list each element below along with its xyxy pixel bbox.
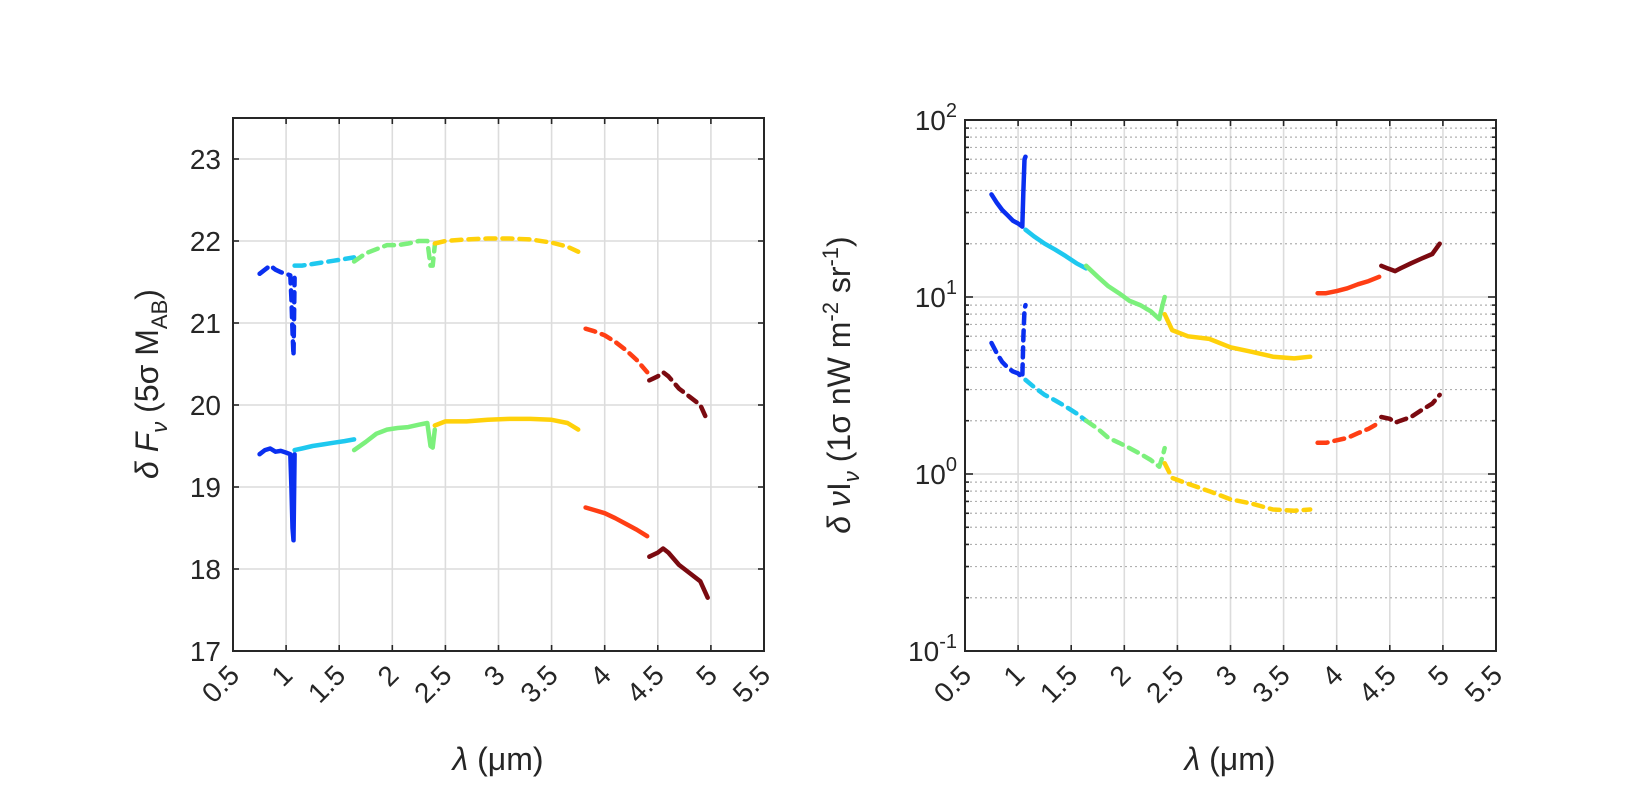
x-tick-label: 4: [1316, 659, 1349, 692]
x-tick-label: 1: [997, 659, 1030, 692]
left-x-tick-labels: 0.5 1 1.5 2 2.5 3 3.5 4 4.5 5 5.5: [196, 659, 776, 708]
left-x-axis-label-symbol: λ: [450, 741, 468, 777]
right-series-band3-dashed: [1083, 418, 1167, 469]
right-series-band2-solid: [1023, 227, 1089, 271]
y-tick-label: 101: [915, 277, 957, 313]
x-tick-label: 4.5: [621, 659, 670, 708]
left-y-label-part: ): [129, 289, 165, 300]
left-y-tick-labels: 17 18 19 20 21 22 23: [190, 144, 221, 667]
y-tick-label-base: 10: [915, 282, 946, 313]
y-tick-label: 100: [915, 454, 957, 490]
right-series-band2-dashed: [1023, 377, 1089, 423]
left-series-band6-dashed: [647, 369, 710, 424]
y-tick-label-exponent: 1: [946, 277, 957, 299]
left-series-band5-dashed: [583, 326, 650, 375]
right-x-axis-label-symbol: λ: [1182, 741, 1200, 777]
left-y-label-part: (5σ M: [129, 329, 165, 422]
right-y-label-sup: -1: [818, 247, 843, 267]
left-series-band2-dashed: [292, 255, 357, 268]
x-tick-label: 1.5: [302, 659, 351, 708]
left-series-band4-solid: [432, 416, 581, 432]
right-series-band5-solid: [1315, 274, 1382, 296]
left-y-label-sub: AB: [147, 300, 172, 329]
x-tick-label: 5: [690, 659, 723, 692]
x-tick-label: 3.5: [514, 659, 563, 708]
x-tick-label: 2.5: [408, 659, 457, 708]
left-series-band2-solid: [292, 437, 357, 453]
x-tick-label: 5: [1422, 659, 1455, 692]
y-tick-label: 23: [190, 144, 221, 175]
y-tick-label: 10-1: [908, 631, 957, 667]
right-x-tick-labels: 0.5 1 1.5 2 2.5 3 3.5 4 4.5 5 5.5: [928, 659, 1508, 708]
right-series-band3-solid: [1083, 263, 1167, 322]
y-tick-label-base: 10: [915, 459, 946, 490]
x-tick-label: 4: [584, 659, 617, 692]
left-y-label-sub: ν: [147, 422, 172, 433]
x-tick-label: 1.5: [1034, 659, 1083, 708]
right-series-band1-solid: [989, 154, 1028, 229]
right-y-label-part: δ ν: [821, 491, 857, 534]
right-y-label-part: sr: [821, 266, 857, 302]
left-series-band6-solid: [647, 546, 710, 600]
x-tick-label: 4.5: [1353, 659, 1402, 708]
left-series-band5-solid: [583, 505, 650, 539]
y-tick-label-exponent: -1: [939, 631, 957, 653]
left-series-band1-solid: [257, 446, 297, 543]
left-x-axis-label: λ (μm): [450, 741, 543, 777]
left-x-axis-label-unit: (μm): [468, 741, 543, 777]
y-tick-label-base: 10: [908, 636, 939, 667]
left-y-label-part: δ F: [129, 430, 165, 479]
right-y-label-part: (1σ nW m: [821, 322, 857, 472]
right-series-band4-dashed: [1162, 461, 1313, 513]
y-tick-label-exponent: 0: [946, 454, 957, 476]
x-tick-label: 1: [265, 659, 298, 692]
right-ticks: [964, 119, 1497, 652]
y-tick-label: 20: [190, 390, 221, 421]
x-tick-label: 3: [478, 659, 511, 692]
x-tick-label: 5.5: [1459, 659, 1508, 708]
left-series-band3-dashed: [351, 238, 438, 268]
left-y-axis-label: δ Fν (5σ MAB): [129, 289, 172, 479]
left-series-band4-dashed: [432, 236, 581, 254]
right-series-band6-solid: [1379, 241, 1442, 274]
y-tick-label: 19: [190, 472, 221, 503]
right-x-axis-label: λ (μm): [1182, 741, 1275, 777]
left-series-band1-dashed: [257, 263, 297, 359]
x-tick-label: 3.5: [1246, 659, 1295, 708]
x-tick-label: 5.5: [727, 659, 776, 708]
y-tick-label-base: 10: [915, 105, 946, 136]
right-series-band6-dashed: [1379, 392, 1442, 425]
right-series-band5-dashed: [1315, 420, 1382, 446]
y-tick-label: 18: [190, 554, 221, 585]
right-y-label-sub: ν: [839, 471, 864, 482]
y-tick-label-exponent: 2: [946, 100, 957, 122]
right-x-axis-label-unit: (μm): [1200, 741, 1275, 777]
right-series-layer: [989, 154, 1442, 513]
x-tick-label: 3: [1210, 659, 1243, 692]
x-tick-label: 2: [1104, 659, 1137, 692]
y-tick-label: 102: [915, 100, 957, 136]
x-tick-label: 2: [372, 659, 405, 692]
right-y-label-part: I: [821, 482, 857, 491]
y-tick-label: 22: [190, 226, 221, 257]
right-y-label-part: ): [821, 236, 857, 247]
right-series-band4-solid: [1162, 311, 1313, 361]
left-ticks: [232, 118, 765, 652]
right-y-label-sup: -2: [818, 302, 843, 322]
left-series-band3-solid: [351, 420, 438, 453]
right-series-band1-dashed: [989, 302, 1028, 380]
y-tick-label: 21: [190, 308, 221, 339]
left-series-layer: [257, 236, 710, 600]
x-tick-label: 2.5: [1140, 659, 1189, 708]
right-y-axis-label: δ νIν (1σ nW m-2 sr-1): [818, 236, 864, 533]
y-tick-label: 17: [190, 636, 221, 667]
